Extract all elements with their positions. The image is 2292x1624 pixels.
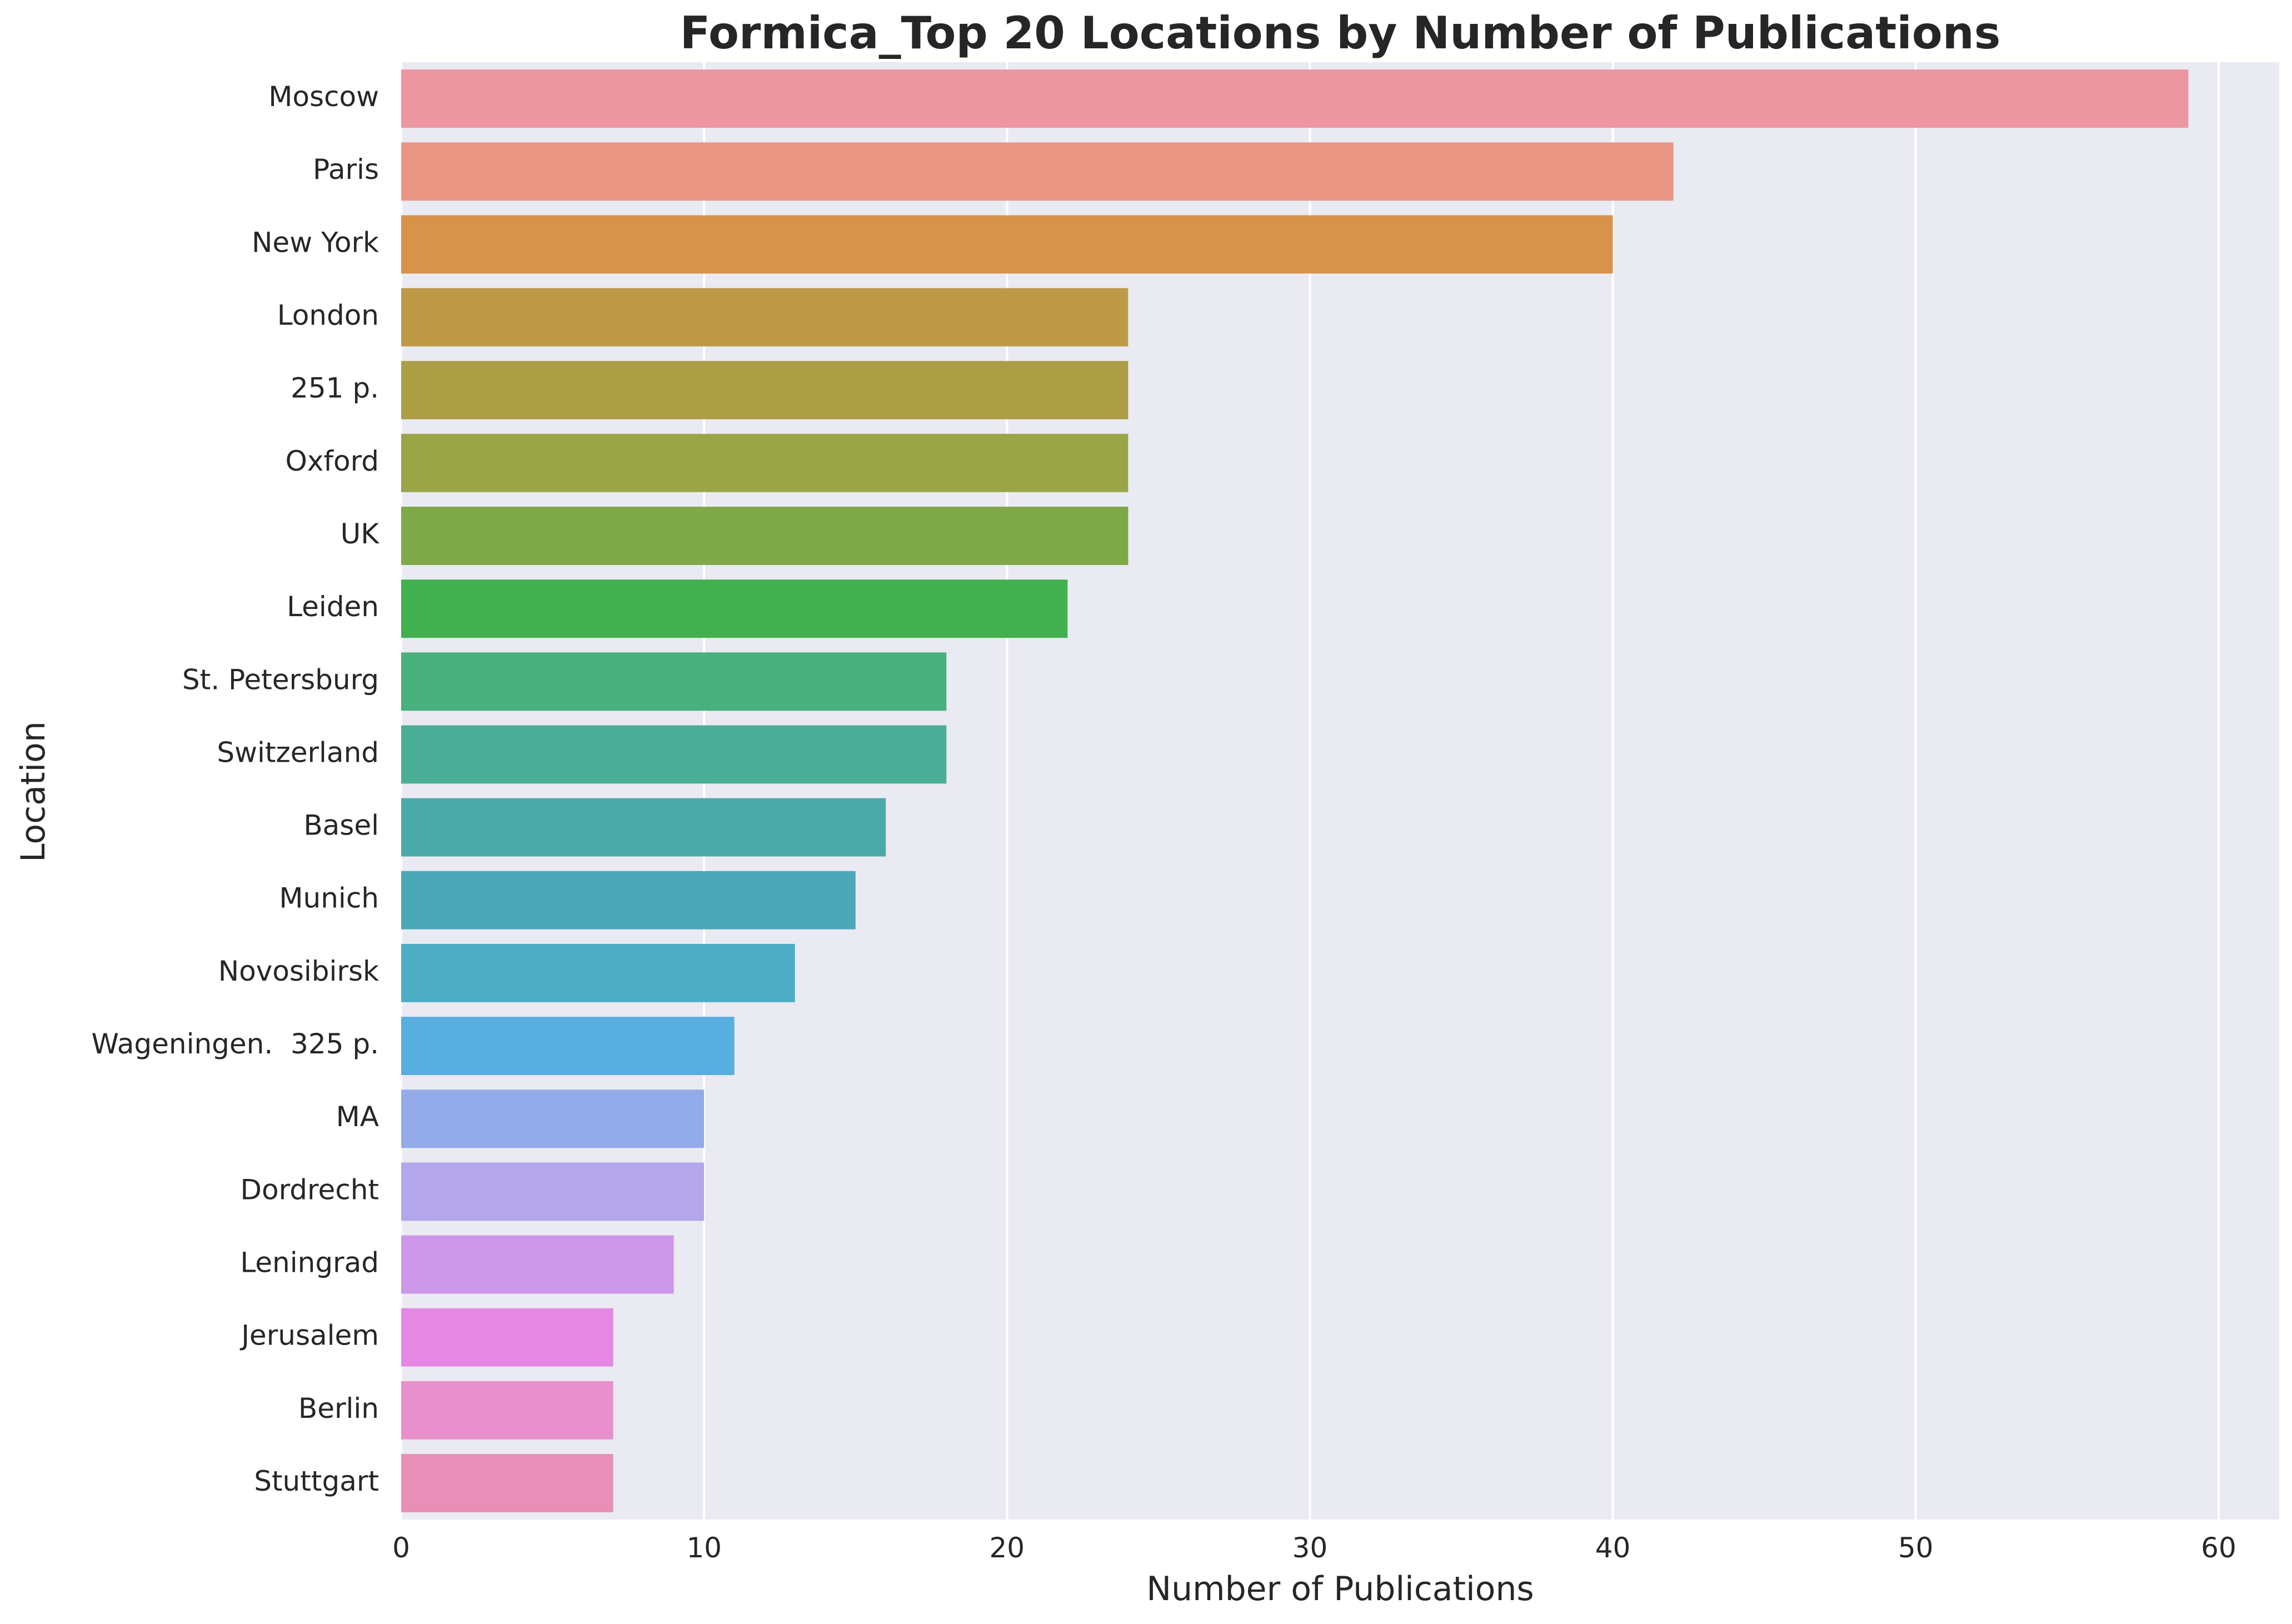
bar <box>401 725 947 784</box>
y-tick-label: Paris <box>313 153 379 186</box>
bar <box>401 652 947 711</box>
bar <box>401 1235 674 1294</box>
bar <box>401 943 795 1002</box>
y-tick-label: MA <box>336 1101 379 1133</box>
bar <box>401 69 2189 128</box>
bar <box>401 1453 613 1512</box>
bar <box>401 215 1613 274</box>
bar <box>401 1017 735 1075</box>
plot-area <box>401 62 2279 1520</box>
bar <box>401 871 856 930</box>
y-tick-label: Berlin <box>298 1392 379 1425</box>
x-tick-label: 40 <box>1595 1532 1631 1564</box>
bar <box>401 288 1128 347</box>
x-tick-label: 20 <box>990 1532 1025 1564</box>
bar <box>401 798 886 857</box>
y-tick-label: St. Petersburg <box>182 663 379 696</box>
x-tick-label: 60 <box>2201 1532 2236 1564</box>
y-tick-label: Jerusalem <box>239 1320 379 1352</box>
y-tick-label: Novosibirsk <box>218 955 379 987</box>
y-tick-label: 251 p. <box>291 372 379 404</box>
y-tick-label: Switzerland <box>217 736 379 768</box>
y-tick-label: Moscow <box>268 81 379 113</box>
bar <box>401 579 1068 638</box>
y-tick-label: Leningrad <box>240 1246 379 1278</box>
chart-title: Formica_Top 20 Locations by Number of Pu… <box>680 7 2001 59</box>
x-tick-label: 30 <box>1292 1532 1328 1564</box>
x-tick-label: 10 <box>686 1532 722 1564</box>
bar <box>401 361 1128 419</box>
bar <box>401 507 1128 565</box>
x-axis-label: Number of Publications <box>1146 1570 1534 1608</box>
y-tick-label: New York <box>252 226 379 258</box>
y-tick-label: Oxford <box>285 445 379 477</box>
y-tick-label: Stuttgart <box>254 1465 379 1497</box>
y-tick-label: Wageningen. 325 p. <box>92 1028 379 1060</box>
y-tick-labels: Moscow Paris New York London 251 p. Oxford UK L… <box>92 81 380 1497</box>
bar <box>401 1162 705 1221</box>
y-axis-label: Location <box>14 721 53 862</box>
y-tick-label: Leiden <box>287 591 379 623</box>
y-tick-label: London <box>277 299 379 332</box>
bar <box>401 433 1128 492</box>
y-tick-label: UK <box>341 518 380 550</box>
x-tick-label: 0 <box>392 1532 410 1564</box>
x-tick-labels: 0 10 20 30 40 50 60 <box>392 1532 2236 1564</box>
y-tick-label: Dordrecht <box>240 1173 379 1206</box>
x-tick-label: 50 <box>1898 1532 1934 1564</box>
bar <box>401 1381 613 1440</box>
y-tick-label: Munich <box>279 882 379 915</box>
bar <box>401 142 1674 201</box>
bar <box>401 1090 705 1148</box>
y-tick-label: Basel <box>303 809 379 842</box>
bar <box>401 1308 613 1367</box>
bars <box>401 69 2189 1512</box>
